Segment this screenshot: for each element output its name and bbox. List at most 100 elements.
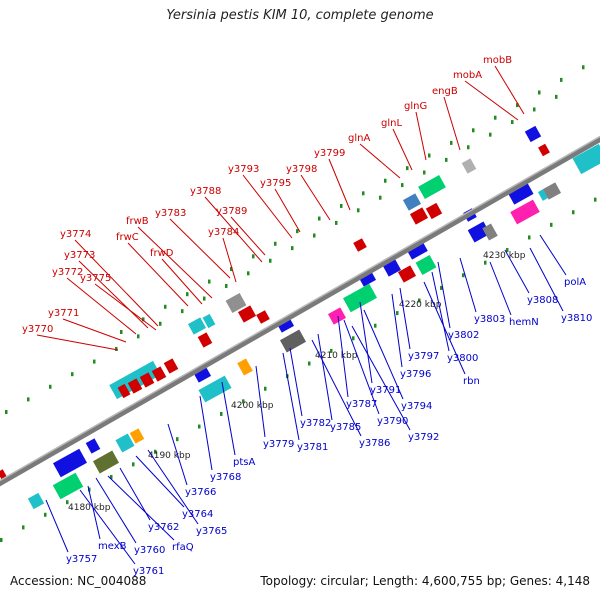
gene-block[interactable] xyxy=(542,182,562,200)
gene-label[interactable]: y3800 xyxy=(447,353,478,364)
gene-block[interactable] xyxy=(402,193,422,211)
gene-label[interactable]: y3762 xyxy=(148,522,179,533)
tick-mark xyxy=(489,132,492,137)
gene-label[interactable]: hemN xyxy=(509,317,539,328)
gene-block[interactable] xyxy=(537,189,549,201)
gene-label[interactable]: y3808 xyxy=(527,295,558,306)
gene-label[interactable]: y3773 xyxy=(64,250,95,261)
gene-label[interactable]: rbn xyxy=(463,376,480,387)
gene-label[interactable]: mobA xyxy=(453,70,482,81)
gene-block[interactable] xyxy=(353,238,367,252)
gene-block[interactable] xyxy=(418,175,446,199)
gene-block[interactable] xyxy=(198,375,232,403)
gene-label[interactable]: y3782 xyxy=(300,418,331,429)
gene-block[interactable] xyxy=(482,223,498,241)
gene-block[interactable] xyxy=(343,283,377,313)
gene-block[interactable] xyxy=(115,433,135,453)
gene-label[interactable]: y3781 xyxy=(297,442,328,453)
gene-label[interactable]: glnL xyxy=(381,118,402,129)
gene-label[interactable]: y3783 xyxy=(155,208,186,219)
gene-block[interactable] xyxy=(397,265,417,283)
gene-label[interactable]: y3772 xyxy=(52,267,83,278)
gene-label[interactable]: ptsA xyxy=(233,457,255,468)
label-leader-line xyxy=(94,283,157,331)
gene-label[interactable]: y3779 xyxy=(263,439,294,450)
gene-label[interactable]: y3802 xyxy=(448,330,479,341)
gene-label[interactable]: y3774 xyxy=(60,229,91,240)
gene-label[interactable]: rfaQ xyxy=(172,542,194,553)
gene-label[interactable]: y3799 xyxy=(314,148,345,159)
gene-label[interactable]: y3794 xyxy=(401,401,432,412)
gene-block[interactable] xyxy=(237,305,257,323)
gene-block[interactable] xyxy=(92,450,120,474)
gene-block[interactable] xyxy=(279,329,307,353)
gene-label[interactable]: y3785 xyxy=(330,422,361,433)
gene-label[interactable]: glnA xyxy=(348,133,370,144)
gene-block[interactable] xyxy=(510,199,540,225)
gene-label[interactable]: mexB xyxy=(98,541,127,552)
gene-block[interactable] xyxy=(572,143,600,175)
gene-block[interactable] xyxy=(406,240,428,260)
gene-label[interactable]: y3786 xyxy=(359,438,390,449)
gene-label[interactable]: y3764 xyxy=(182,509,213,520)
gene-label[interactable]: y3793 xyxy=(228,164,259,175)
gene-block[interactable] xyxy=(139,372,155,388)
gene-label[interactable]: y3810 xyxy=(561,313,592,324)
gene-block[interactable] xyxy=(163,358,179,374)
gene-label[interactable]: y3796 xyxy=(400,369,431,380)
gene-block[interactable] xyxy=(52,472,84,500)
gene-label[interactable]: y3766 xyxy=(185,487,216,498)
gene-block[interactable] xyxy=(409,207,429,225)
gene-label[interactable]: y3792 xyxy=(408,432,439,443)
gene-label[interactable]: y3797 xyxy=(408,351,439,362)
gene-label[interactable]: frwD xyxy=(150,248,174,259)
gene-label[interactable]: y3768 xyxy=(210,472,241,483)
gene-block[interactable] xyxy=(327,307,347,325)
gene-block[interactable] xyxy=(524,125,542,143)
gene-label[interactable]: y3788 xyxy=(190,186,221,197)
gene-block[interactable] xyxy=(85,438,101,454)
gene-block[interactable] xyxy=(117,383,131,399)
gene-block[interactable] xyxy=(197,332,213,348)
gene-block[interactable] xyxy=(127,378,143,394)
gene-label[interactable]: y3757 xyxy=(66,554,97,565)
gene-block[interactable] xyxy=(467,221,491,243)
gene-label[interactable]: y3787 xyxy=(346,399,377,410)
gene-label[interactable]: y3770 xyxy=(22,324,53,335)
gene-label[interactable]: y3803 xyxy=(474,314,505,325)
gene-label[interactable]: frwC xyxy=(116,232,139,243)
gene-label[interactable]: engB xyxy=(432,86,458,97)
gene-block[interactable] xyxy=(425,202,443,220)
tick-mark xyxy=(472,128,475,133)
gene-block[interactable] xyxy=(225,292,247,314)
gene-block[interactable] xyxy=(508,183,534,205)
gene-block[interactable] xyxy=(461,158,477,174)
gene-block[interactable] xyxy=(53,448,87,478)
gene-label[interactable]: y3795 xyxy=(260,178,291,189)
gene-block[interactable] xyxy=(129,428,145,444)
gene-label[interactable]: polA xyxy=(564,277,586,288)
gene-label[interactable]: y3798 xyxy=(286,164,317,175)
gene-block[interactable] xyxy=(27,492,45,510)
gene-label[interactable]: y3789 xyxy=(216,206,247,217)
gene-block[interactable] xyxy=(151,366,167,382)
gene-label[interactable]: glnG xyxy=(404,101,427,112)
gene-label[interactable]: y3790 xyxy=(377,416,408,427)
gene-block[interactable] xyxy=(237,358,253,376)
gene-label[interactable]: y3760 xyxy=(134,545,165,556)
gene-label[interactable]: y3761 xyxy=(133,566,164,577)
gene-block[interactable] xyxy=(202,313,216,329)
gene-block[interactable] xyxy=(187,317,207,335)
gene-label[interactable]: y3791 xyxy=(370,385,401,396)
label-leader-line xyxy=(494,65,525,115)
gene-label[interactable]: y3765 xyxy=(196,526,227,537)
tick-mark xyxy=(27,397,30,402)
gene-label[interactable]: frwB xyxy=(126,216,149,227)
gene-label[interactable]: y3775 xyxy=(80,273,111,284)
gene-block[interactable] xyxy=(538,143,550,157)
gene-label[interactable]: y3771 xyxy=(48,308,79,319)
gene-label[interactable]: y3784 xyxy=(208,227,239,238)
gene-block[interactable] xyxy=(256,310,270,324)
gene-block[interactable] xyxy=(415,254,437,276)
gene-label[interactable]: mobB xyxy=(483,55,512,66)
